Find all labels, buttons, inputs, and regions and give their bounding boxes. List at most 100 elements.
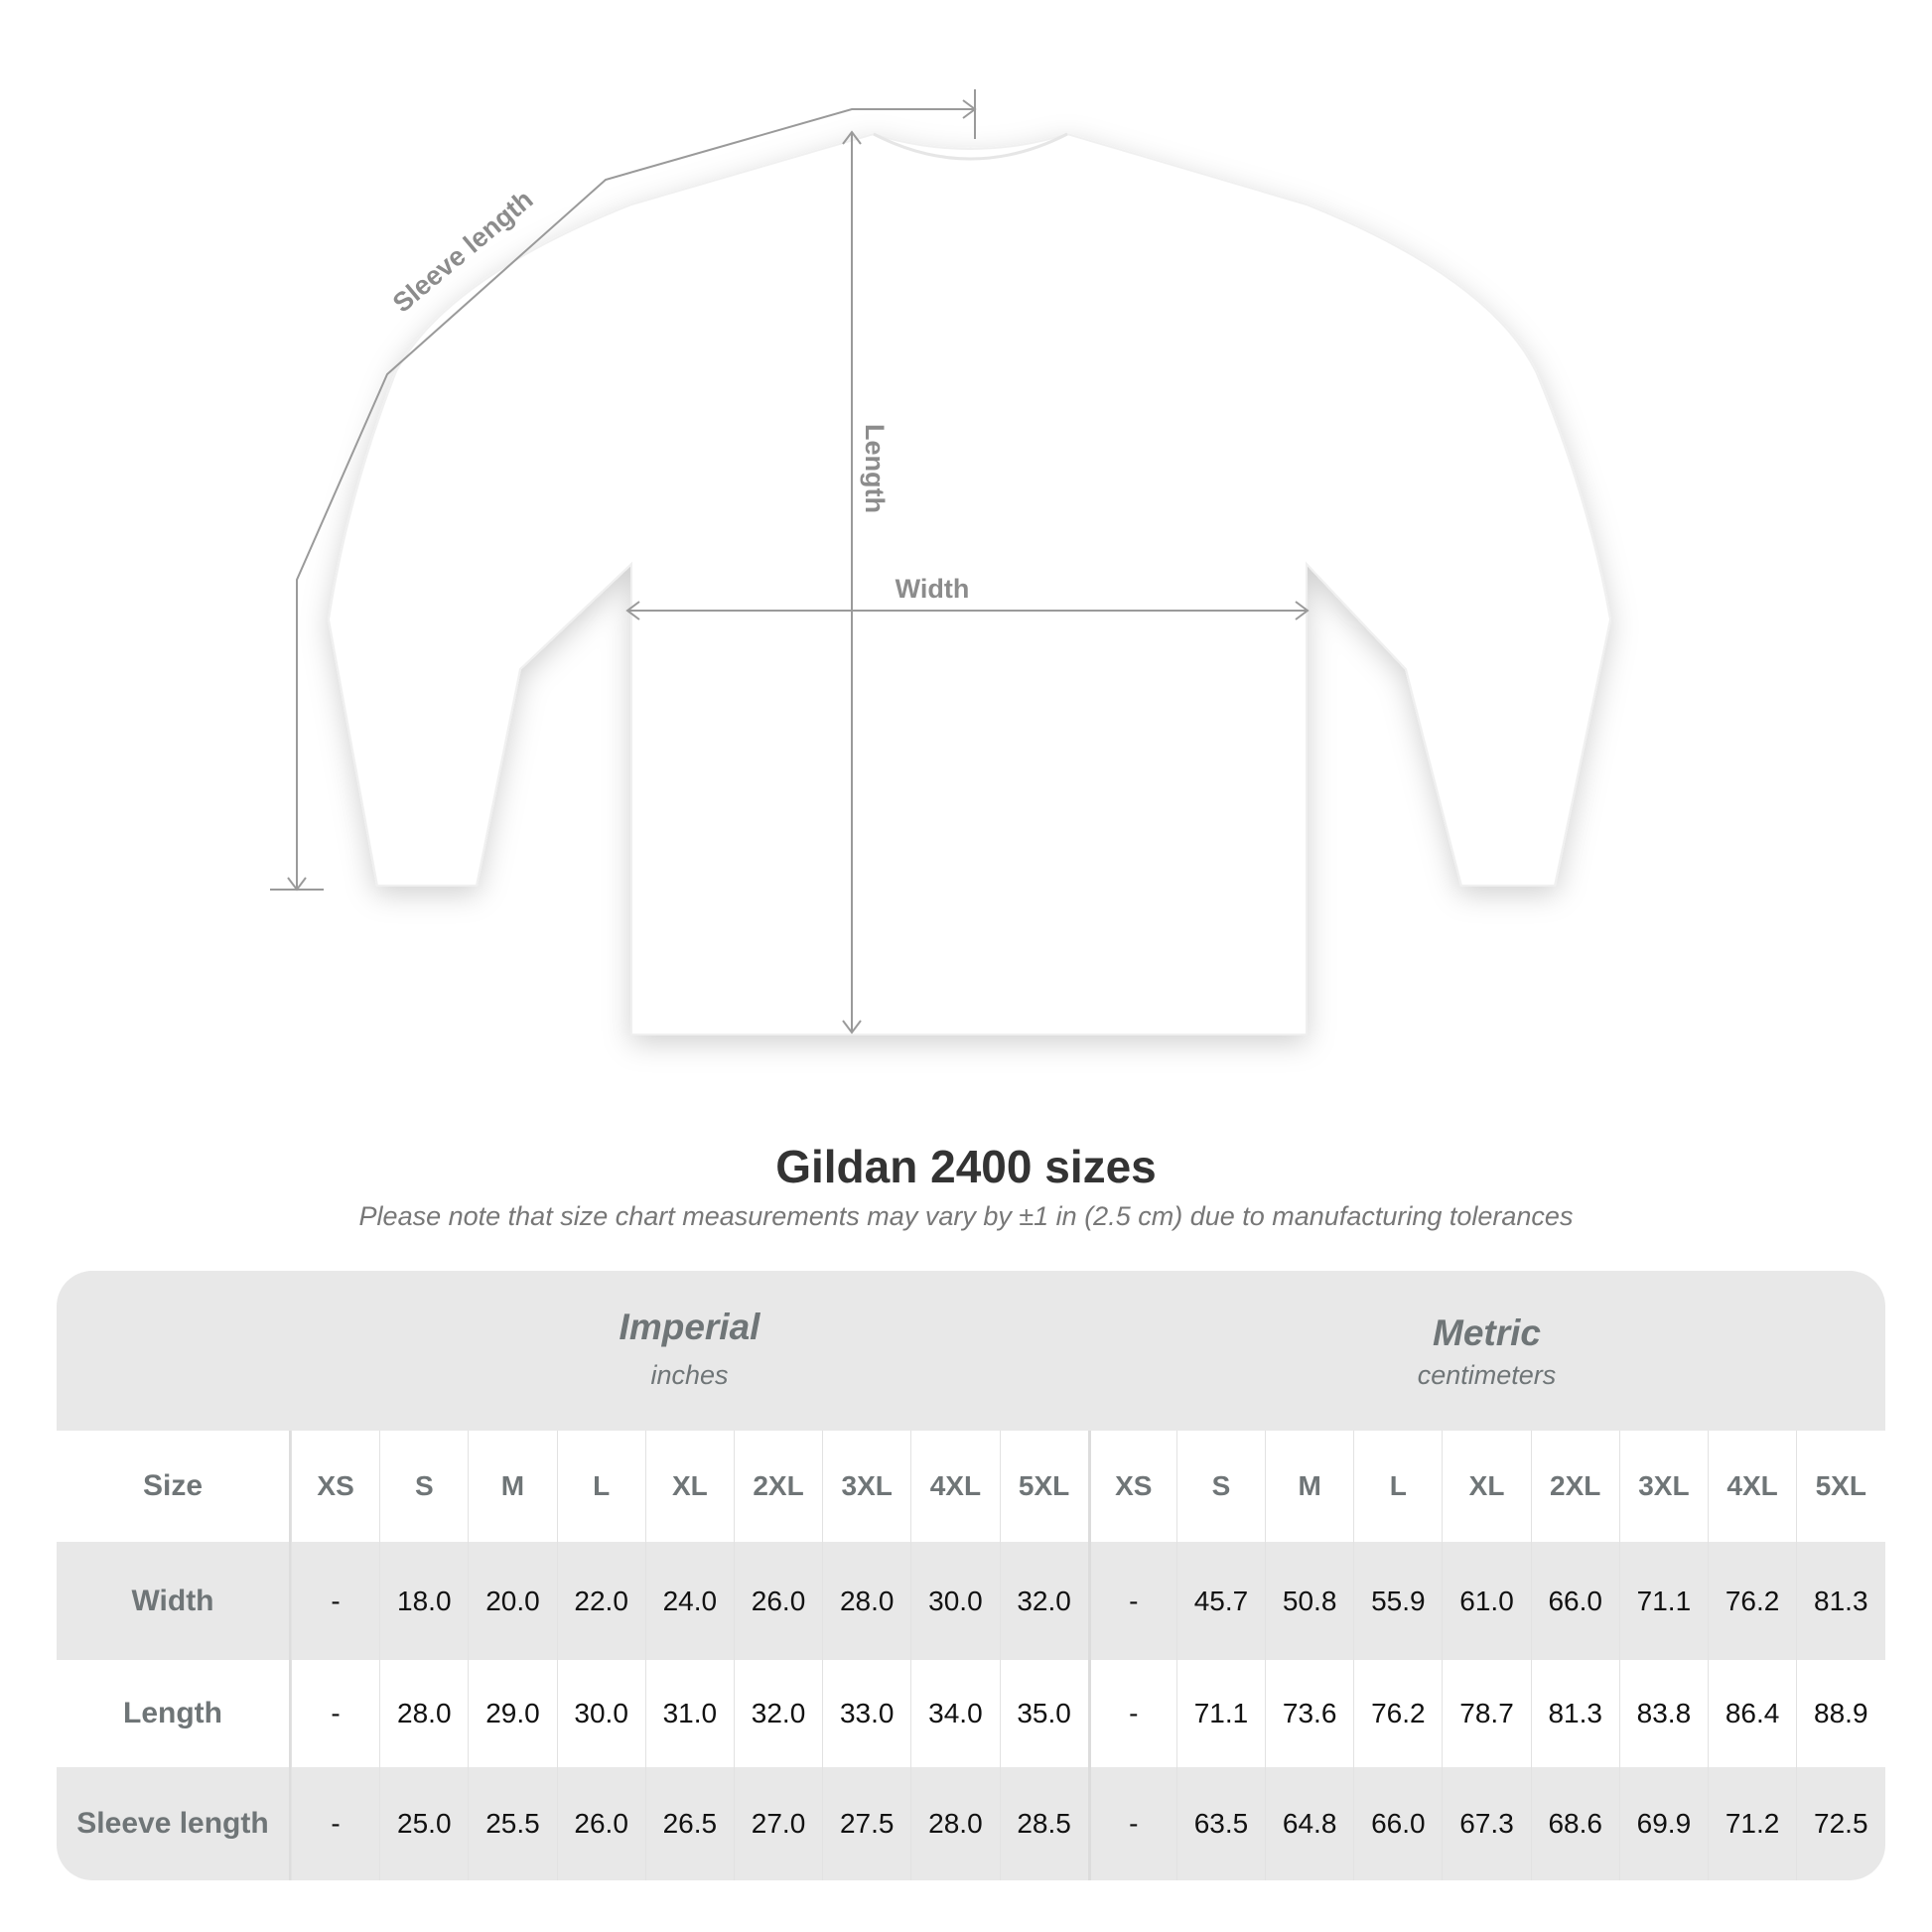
imperial-cell: 18.0 bbox=[379, 1542, 468, 1660]
tolerance-note: Please note that size chart measurements… bbox=[358, 1201, 1574, 1231]
imperial-cell: 24.0 bbox=[644, 1542, 734, 1660]
imperial-cell: 3XL bbox=[822, 1431, 910, 1542]
imperial-cell: 33.0 bbox=[822, 1660, 910, 1767]
metric-cell: XS bbox=[1087, 1431, 1176, 1542]
imperial-cell: 4XL bbox=[910, 1431, 999, 1542]
imperial-cell: 26.0 bbox=[733, 1542, 822, 1660]
imperial-cell: - bbox=[291, 1660, 379, 1767]
metric-cell: 86.4 bbox=[1708, 1660, 1796, 1767]
arrow-right-icon bbox=[962, 99, 977, 119]
metric-cell: 88.9 bbox=[1796, 1660, 1884, 1767]
arrow-up-icon bbox=[842, 130, 862, 145]
metric-cell: 71.1 bbox=[1618, 1542, 1708, 1660]
table-row: Length -28.0 29.0 30.0 31.0 32.0 33.0 34.0 35.0-… bbox=[57, 1660, 1885, 1767]
imperial-cell: 26.0 bbox=[556, 1767, 645, 1880]
length-label: Length bbox=[860, 424, 890, 513]
row-label: Width bbox=[57, 1542, 291, 1660]
metric-title: Metric bbox=[1433, 1312, 1541, 1353]
metric-unit: centimeters bbox=[1417, 1360, 1557, 1390]
imperial-cell: 27.0 bbox=[733, 1767, 822, 1880]
metric-cell: 67.3 bbox=[1442, 1767, 1530, 1880]
imperial-cell: 26.5 bbox=[644, 1767, 734, 1880]
metric-cell: 55.9 bbox=[1353, 1542, 1442, 1660]
imperial-cell: 34.0 bbox=[910, 1660, 999, 1767]
imperial-cell: 28.5 bbox=[999, 1767, 1088, 1880]
metric-header: Metric centimeters bbox=[1088, 1312, 1885, 1391]
imperial-cell: L bbox=[556, 1431, 645, 1542]
page-title: Gildan 2400 sizes bbox=[775, 1141, 1157, 1192]
imperial-header: Imperial inches bbox=[291, 1307, 1088, 1391]
row-label: Sleeve length bbox=[57, 1767, 291, 1880]
metric-cell: - bbox=[1087, 1660, 1176, 1767]
imperial-cell: 30.0 bbox=[910, 1542, 999, 1660]
metric-cell: M bbox=[1265, 1431, 1353, 1542]
table-header: Imperial inches Metric centimeters bbox=[57, 1271, 1885, 1431]
imperial-unit: inches bbox=[650, 1360, 729, 1390]
metric-cell: 5XL bbox=[1796, 1431, 1884, 1542]
metric-cell: - bbox=[1087, 1767, 1176, 1880]
shirt-diagram: Sleeve length Length Width bbox=[270, 89, 1612, 1035]
collar bbox=[873, 132, 1068, 161]
imperial-cell: 28.0 bbox=[822, 1542, 910, 1660]
metric-cell: 83.8 bbox=[1618, 1660, 1708, 1767]
metric-cell: 64.8 bbox=[1265, 1767, 1353, 1880]
metric-cell: 81.3 bbox=[1796, 1542, 1884, 1660]
imperial-cell: 29.0 bbox=[468, 1660, 556, 1767]
imperial-cell: 35.0 bbox=[999, 1660, 1088, 1767]
imperial-cell: 20.0 bbox=[468, 1542, 556, 1660]
table-row: Width -18.0 20.0 22.0 24.0 26.0 28.0 30.0 32.0-4… bbox=[57, 1542, 1885, 1660]
imperial-cell: 32.0 bbox=[999, 1542, 1088, 1660]
imperial-cell: 2XL bbox=[733, 1431, 822, 1542]
size-row: Size XS S M L XL 2XL 3XL 4XL 5XL XS S M L XL 2XL 3XL 4XL 5… bbox=[57, 1431, 1885, 1542]
imperial-title: Imperial bbox=[619, 1307, 760, 1347]
metric-cell: 81.3 bbox=[1530, 1660, 1619, 1767]
metric-cell: 4XL bbox=[1708, 1431, 1796, 1542]
metric-cell: 76.2 bbox=[1353, 1660, 1442, 1767]
arrow-down-icon bbox=[287, 877, 307, 892]
metric-cell: 66.0 bbox=[1530, 1542, 1619, 1660]
metric-cell: XL bbox=[1442, 1431, 1530, 1542]
metric-cell: - bbox=[1087, 1542, 1176, 1660]
metric-cell: S bbox=[1175, 1431, 1265, 1542]
imperial-cell: 25.0 bbox=[379, 1767, 468, 1880]
metric-cell: 71.2 bbox=[1708, 1767, 1796, 1880]
imperial-cell: 25.5 bbox=[468, 1767, 556, 1880]
arrow-right-icon bbox=[1295, 601, 1310, 621]
imperial-cell: 28.0 bbox=[379, 1660, 468, 1767]
size-table: Imperial inches Metric centimeters Size X… bbox=[57, 1271, 1885, 1880]
sleeve-measure-line bbox=[296, 108, 975, 890]
imperial-cell: S bbox=[379, 1431, 468, 1542]
imperial-cell: 28.0 bbox=[910, 1767, 999, 1880]
imperial-cell: M bbox=[468, 1431, 556, 1542]
imperial-cell: 5XL bbox=[999, 1431, 1088, 1542]
row-label: Size bbox=[57, 1431, 291, 1542]
metric-cell: 2XL bbox=[1530, 1431, 1619, 1542]
row-label: Length bbox=[57, 1660, 291, 1767]
metric-cell: 63.5 bbox=[1175, 1767, 1265, 1880]
imperial-cell: 27.5 bbox=[822, 1767, 910, 1880]
metric-cell: 50.8 bbox=[1265, 1542, 1353, 1660]
metric-cell: 45.7 bbox=[1175, 1542, 1265, 1660]
metric-cell: 71.1 bbox=[1175, 1660, 1265, 1767]
metric-cell: 78.7 bbox=[1442, 1660, 1530, 1767]
imperial-cell: 22.0 bbox=[556, 1542, 645, 1660]
arrow-left-icon bbox=[625, 601, 640, 621]
long-sleeve-shirt bbox=[327, 132, 1612, 1035]
imperial-cell: - bbox=[291, 1767, 379, 1880]
metric-cell: 72.5 bbox=[1796, 1767, 1884, 1880]
metric-cell: 61.0 bbox=[1442, 1542, 1530, 1660]
imperial-cell: 31.0 bbox=[644, 1660, 734, 1767]
metric-cell: 76.2 bbox=[1708, 1542, 1796, 1660]
imperial-cell: 30.0 bbox=[556, 1660, 645, 1767]
imperial-cell: XS bbox=[291, 1431, 379, 1542]
imperial-cell: XL bbox=[644, 1431, 734, 1542]
width-label: Width bbox=[896, 574, 970, 604]
metric-cell: 73.6 bbox=[1265, 1660, 1353, 1767]
imperial-cell: 32.0 bbox=[733, 1660, 822, 1767]
imperial-cell: - bbox=[291, 1542, 379, 1660]
metric-cell: 68.6 bbox=[1530, 1767, 1619, 1880]
metric-cell: 66.0 bbox=[1353, 1767, 1442, 1880]
metric-cell: L bbox=[1353, 1431, 1442, 1542]
table-row: Sleeve length -25.0 25.5 26.0 26.5 27.0 27.5 28… bbox=[57, 1767, 1885, 1880]
metric-cell: 3XL bbox=[1618, 1431, 1708, 1542]
